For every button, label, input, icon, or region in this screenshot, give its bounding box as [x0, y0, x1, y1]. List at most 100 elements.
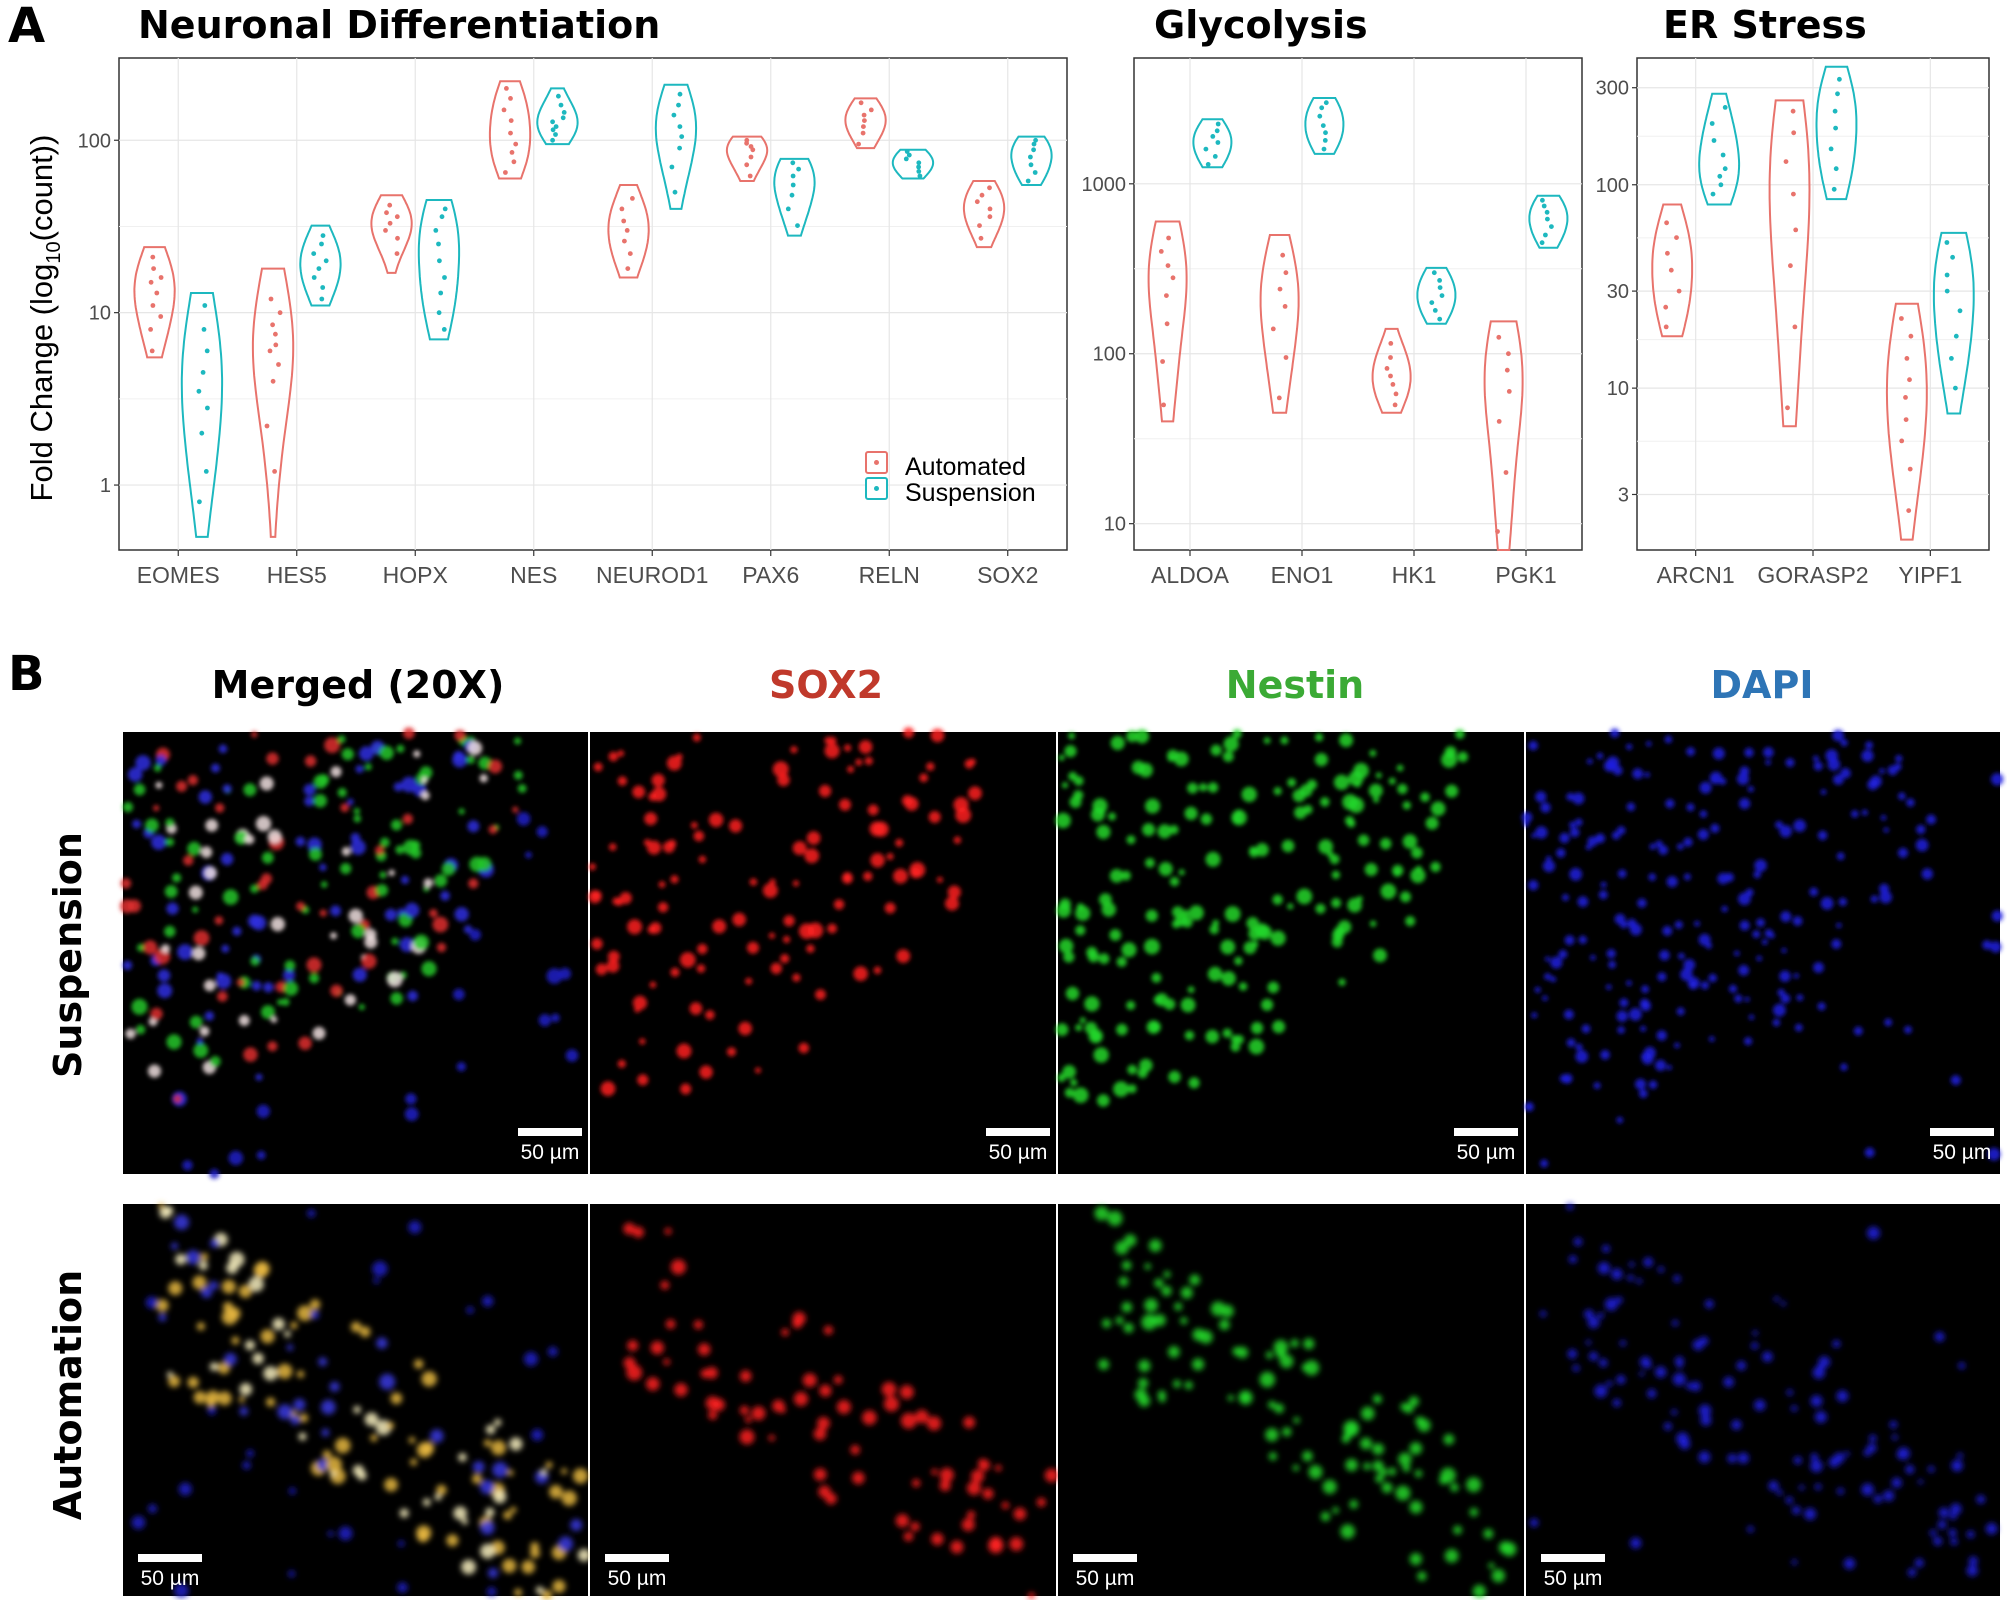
scale-bar-label: 50 µm: [1457, 1141, 1516, 1164]
data-point: [916, 169, 922, 174]
data-point: [205, 405, 210, 411]
x-tick-label: ENO1: [1271, 562, 1334, 588]
cell-blob: [1287, 903, 1294, 910]
cell-blob: [330, 932, 337, 940]
cell-blob: [1657, 1266, 1665, 1273]
cell-blob: [296, 901, 306, 911]
cell-blob: [1711, 776, 1717, 782]
cell-blob: [1116, 1023, 1128, 1036]
cell-blob: [1230, 1041, 1241, 1052]
y-tick-label: 100: [1596, 175, 1629, 197]
cell-blob: [1488, 1562, 1495, 1569]
cell-blob: [440, 890, 450, 901]
cell-blob: [1630, 1537, 1642, 1549]
cell-blob: [215, 803, 225, 813]
cell-blob: [1151, 972, 1162, 983]
cell-blob: [945, 896, 959, 911]
cell-blob: [330, 984, 343, 997]
cell-blob: [1320, 1511, 1331, 1522]
cell-blob: [926, 762, 935, 771]
data-point: [1831, 186, 1837, 192]
cell-blob: [136, 943, 145, 952]
data-point: [550, 119, 555, 125]
cell-blob: [1116, 956, 1127, 968]
cell-blob: [330, 905, 341, 917]
violin-suspension-aldoa: [1192, 118, 1233, 169]
cell-blob: [1754, 1399, 1766, 1411]
cell-blob: [1184, 1381, 1193, 1390]
data-point: [442, 275, 447, 280]
cell-blob: [926, 1416, 942, 1431]
cell-blob: [1794, 1023, 1803, 1032]
cell-blob: [348, 908, 363, 924]
cell-blob: [1779, 825, 1792, 838]
violin-suspension-arcn1: [1698, 92, 1741, 206]
cell-blob: [1222, 1028, 1233, 1038]
cell-blob: [1666, 1064, 1672, 1071]
cell-blob: [402, 839, 419, 856]
cell-blob: [231, 1336, 240, 1345]
cell-blob: [203, 979, 216, 992]
cell-blob: [1844, 1451, 1850, 1457]
cell-blob: [696, 964, 706, 973]
violin-suspension-pgk1: [1528, 194, 1569, 249]
data-point: [439, 214, 445, 220]
cell-blob: [1616, 826, 1626, 835]
cell-blob: [1364, 863, 1378, 876]
cell-blob: [967, 1510, 976, 1519]
cell-blob: [1887, 765, 1898, 776]
cell-blob: [478, 756, 492, 770]
cell-blob: [931, 1532, 944, 1546]
data-point: [273, 331, 278, 337]
cell-blob: [1769, 932, 1775, 939]
cell-blob: [806, 944, 815, 953]
cell-blob: [813, 1468, 827, 1481]
cell-blob: [517, 784, 527, 793]
cell-blob: [1072, 1087, 1089, 1103]
cell-blob: [441, 862, 456, 876]
cell-blob: [895, 838, 904, 847]
cell-blob: [350, 1321, 362, 1333]
cell-blob: [873, 821, 889, 837]
cell-blob: [1550, 976, 1557, 983]
cell-blob: [1897, 847, 1909, 858]
cell-blob: [1539, 1310, 1547, 1318]
cell-blob: [1192, 1328, 1205, 1341]
cell-blob: [1987, 1147, 2001, 1161]
cell-blob: [1055, 1023, 1069, 1036]
data-point: [151, 266, 157, 271]
cell-blob: [670, 1259, 687, 1275]
cell-blob: [174, 1214, 190, 1230]
cell-blob: [243, 1047, 258, 1062]
cell-blob: [466, 1306, 474, 1314]
cell-blob: [538, 1014, 552, 1027]
cell-blob: [479, 774, 488, 783]
cell-blob: [290, 1415, 300, 1425]
cell-blob: [649, 922, 662, 934]
cell-blob: [1064, 745, 1077, 758]
data-point: [158, 275, 164, 280]
cell-blob: [1265, 1351, 1274, 1359]
cell-blob: [1568, 1255, 1577, 1264]
cell-blob: [1737, 1452, 1749, 1464]
cell-blob: [1402, 1464, 1411, 1472]
cell-blob: [1655, 840, 1663, 848]
cell-blob: [1546, 855, 1552, 862]
cell-blob: [1918, 1479, 1924, 1485]
cell-blob: [1268, 1452, 1277, 1461]
cell-blob: [1108, 812, 1116, 821]
cell-blob: [284, 1330, 291, 1338]
scale-bar: [1541, 1554, 1605, 1562]
cell-blob: [1880, 814, 1887, 821]
data-point: [1710, 191, 1716, 197]
cell-blob: [480, 1543, 496, 1559]
cell-blob: [1982, 940, 1992, 950]
cell-blob: [1747, 786, 1754, 793]
cell-blob: [283, 969, 295, 982]
cell-blob: [1785, 758, 1795, 768]
data-point: [1944, 288, 1950, 294]
data-point: [1164, 321, 1170, 327]
cell-blob: [1270, 930, 1286, 946]
cell-blob: [1569, 867, 1583, 881]
cell-blob: [364, 1412, 379, 1427]
